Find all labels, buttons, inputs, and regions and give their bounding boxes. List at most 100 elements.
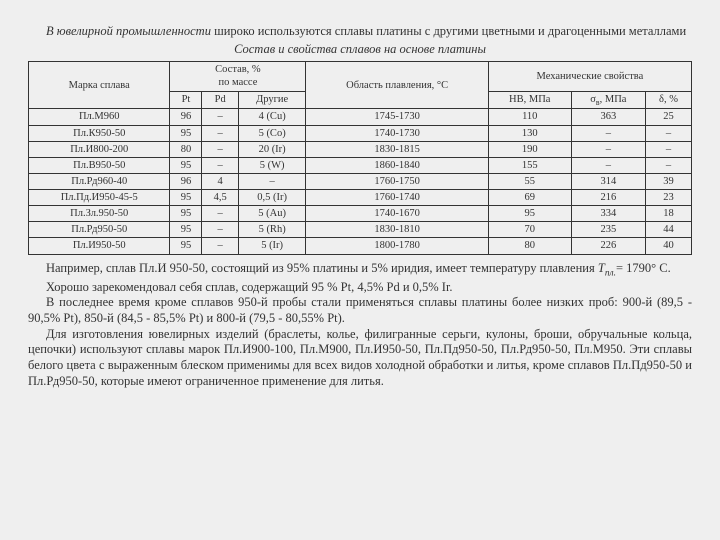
cell-delta: – — [646, 125, 692, 141]
cell-melt: 1830-1815 — [306, 141, 488, 157]
intro-rest: широко используются сплавы платины с дру… — [211, 24, 686, 38]
cell-hb: 55 — [488, 173, 571, 189]
table-row: Пл.К950-5095–5 (Co)1740-1730130–– — [29, 125, 692, 141]
cell-sigma: 314 — [571, 173, 645, 189]
note-p4: Для изготовления ювелирных изделий (брас… — [28, 327, 692, 390]
table-row: Пл.Пд.И950-45-5954,50,5 (Ir)1760-1740692… — [29, 190, 692, 206]
cell-delta: 25 — [646, 109, 692, 125]
cell-hb: 70 — [488, 222, 571, 238]
cell-brand: Пл.В950-50 — [29, 157, 170, 173]
cell-pd: – — [202, 238, 238, 254]
cell-other: 5 (Ir) — [238, 238, 306, 254]
cell-hb: 69 — [488, 190, 571, 206]
cell-hb: 190 — [488, 141, 571, 157]
th-brand: Марка сплава — [29, 62, 170, 109]
cell-pt: 95 — [170, 125, 202, 141]
th-comp: Состав, % по массе — [170, 62, 306, 91]
intro-emph: В ювелирной промышленности — [46, 24, 211, 38]
intro-text: В ювелирной промышленности широко исполь… — [28, 24, 692, 57]
cell-delta: 40 — [646, 238, 692, 254]
table-row: Пл.Рд960-40964–1760-17505531439 — [29, 173, 692, 189]
cell-brand: Пл.И800-200 — [29, 141, 170, 157]
cell-other: 5 (Au) — [238, 206, 306, 222]
cell-melt: 1745-1730 — [306, 109, 488, 125]
cell-delta: 39 — [646, 173, 692, 189]
cell-pt: 95 — [170, 190, 202, 206]
cell-pd: 4 — [202, 173, 238, 189]
cell-other: 5 (W) — [238, 157, 306, 173]
table-row: Пл.Зл.950-5095–5 (Au)1740-16709533418 — [29, 206, 692, 222]
cell-pd: – — [202, 222, 238, 238]
note-p2: Хорошо зарекомендовал себя сплав, содерж… — [28, 280, 692, 296]
cell-pd: – — [202, 206, 238, 222]
cell-other: 5 (Rh) — [238, 222, 306, 238]
cell-sigma: – — [571, 157, 645, 173]
cell-pd: – — [202, 157, 238, 173]
cell-pd: – — [202, 125, 238, 141]
cell-brand: Пл.Зл.950-50 — [29, 206, 170, 222]
notes-block: Например, сплав Пл.И 950-50, состоящий и… — [28, 261, 692, 390]
cell-pt: 95 — [170, 157, 202, 173]
th-delta: δ, % — [646, 91, 692, 109]
cell-hb: 95 — [488, 206, 571, 222]
th-hb: HB, МПа — [488, 91, 571, 109]
cell-sigma: 363 — [571, 109, 645, 125]
note-p1: Например, сплав Пл.И 950-50, состоящий и… — [28, 261, 692, 280]
cell-delta: 18 — [646, 206, 692, 222]
th-pt: Pt — [170, 91, 202, 109]
cell-sigma: 226 — [571, 238, 645, 254]
cell-delta: 23 — [646, 190, 692, 206]
cell-hb: 110 — [488, 109, 571, 125]
cell-sigma: 235 — [571, 222, 645, 238]
th-other: Другие — [238, 91, 306, 109]
cell-pt: 96 — [170, 109, 202, 125]
table-row: Пл.В950-5095–5 (W)1860-1840155–– — [29, 157, 692, 173]
cell-hb: 80 — [488, 238, 571, 254]
table-row: Пл.И800-20080–20 (Ir)1830-1815190–– — [29, 141, 692, 157]
cell-sigma: – — [571, 125, 645, 141]
cell-melt: 1800-1780 — [306, 238, 488, 254]
cell-other: 0,5 (Ir) — [238, 190, 306, 206]
cell-brand: Пл.Пд.И950-45-5 — [29, 190, 170, 206]
cell-melt: 1830-1810 — [306, 222, 488, 238]
th-sigma: σв, МПа — [571, 91, 645, 109]
cell-pt: 80 — [170, 141, 202, 157]
table-row: Пл.И950-5095–5 (Ir)1800-17808022640 — [29, 238, 692, 254]
cell-other: 5 (Co) — [238, 125, 306, 141]
cell-melt: 1860-1840 — [306, 157, 488, 173]
cell-delta: – — [646, 157, 692, 173]
cell-hb: 130 — [488, 125, 571, 141]
cell-brand: Пл.М960 — [29, 109, 170, 125]
cell-brand: Пл.К950-50 — [29, 125, 170, 141]
cell-delta: – — [646, 141, 692, 157]
cell-brand: Пл.И950-50 — [29, 238, 170, 254]
cell-hb: 155 — [488, 157, 571, 173]
cell-pd: 4,5 — [202, 190, 238, 206]
cell-other: – — [238, 173, 306, 189]
cell-pt: 95 — [170, 238, 202, 254]
cell-melt: 1760-1740 — [306, 190, 488, 206]
table-caption: Состав и свойства сплавов на основе плат… — [28, 42, 692, 58]
cell-sigma: 334 — [571, 206, 645, 222]
cell-pt: 96 — [170, 173, 202, 189]
note-p3: В последнее время кроме сплавов 950-й пр… — [28, 295, 692, 326]
cell-brand: Пл.Рд960-40 — [29, 173, 170, 189]
cell-sigma: 216 — [571, 190, 645, 206]
cell-delta: 44 — [646, 222, 692, 238]
alloy-table: Марка сплава Состав, % по массе Область … — [28, 61, 692, 254]
th-melt: Область плавления, °С — [306, 62, 488, 109]
cell-pd: – — [202, 141, 238, 157]
cell-melt: 1740-1730 — [306, 125, 488, 141]
cell-sigma: – — [571, 141, 645, 157]
cell-pd: – — [202, 109, 238, 125]
cell-pt: 95 — [170, 206, 202, 222]
cell-other: 4 (Cu) — [238, 109, 306, 125]
cell-melt: 1760-1750 — [306, 173, 488, 189]
table-row: Пл.Рд950-5095–5 (Rh)1830-18107023544 — [29, 222, 692, 238]
table-row: Пл.М96096–4 (Cu)1745-173011036325 — [29, 109, 692, 125]
th-mech: Механические свойства — [488, 62, 691, 91]
cell-other: 20 (Ir) — [238, 141, 306, 157]
cell-melt: 1740-1670 — [306, 206, 488, 222]
th-pd: Pd — [202, 91, 238, 109]
cell-pt: 95 — [170, 222, 202, 238]
